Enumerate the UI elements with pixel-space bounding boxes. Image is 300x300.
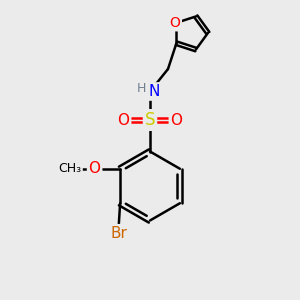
Text: O: O	[118, 112, 130, 128]
Text: Br: Br	[110, 226, 127, 241]
Text: O: O	[169, 16, 180, 30]
Text: H: H	[136, 82, 146, 95]
Text: N: N	[149, 84, 160, 99]
Text: S: S	[145, 111, 155, 129]
Text: O: O	[88, 161, 101, 176]
Text: O: O	[170, 112, 182, 128]
Text: CH₃: CH₃	[58, 162, 81, 175]
